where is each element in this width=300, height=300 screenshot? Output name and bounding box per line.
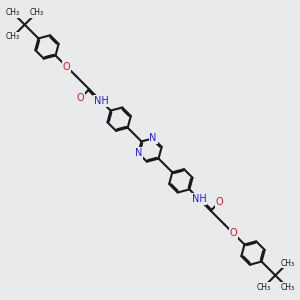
Text: CH₃: CH₃ (5, 32, 20, 41)
Text: NH: NH (192, 194, 206, 204)
Text: CH₃: CH₃ (280, 283, 295, 292)
Text: N: N (135, 148, 142, 158)
Text: O: O (76, 93, 84, 103)
Text: O: O (216, 197, 224, 207)
Text: CH₃: CH₃ (5, 8, 20, 17)
Text: CH₃: CH₃ (30, 8, 44, 17)
Text: CH₃: CH₃ (280, 259, 295, 268)
Text: O: O (230, 229, 237, 238)
Text: O: O (63, 61, 70, 71)
Text: CH₃: CH₃ (256, 283, 270, 292)
Text: N: N (149, 133, 157, 143)
Text: NH: NH (94, 96, 108, 106)
